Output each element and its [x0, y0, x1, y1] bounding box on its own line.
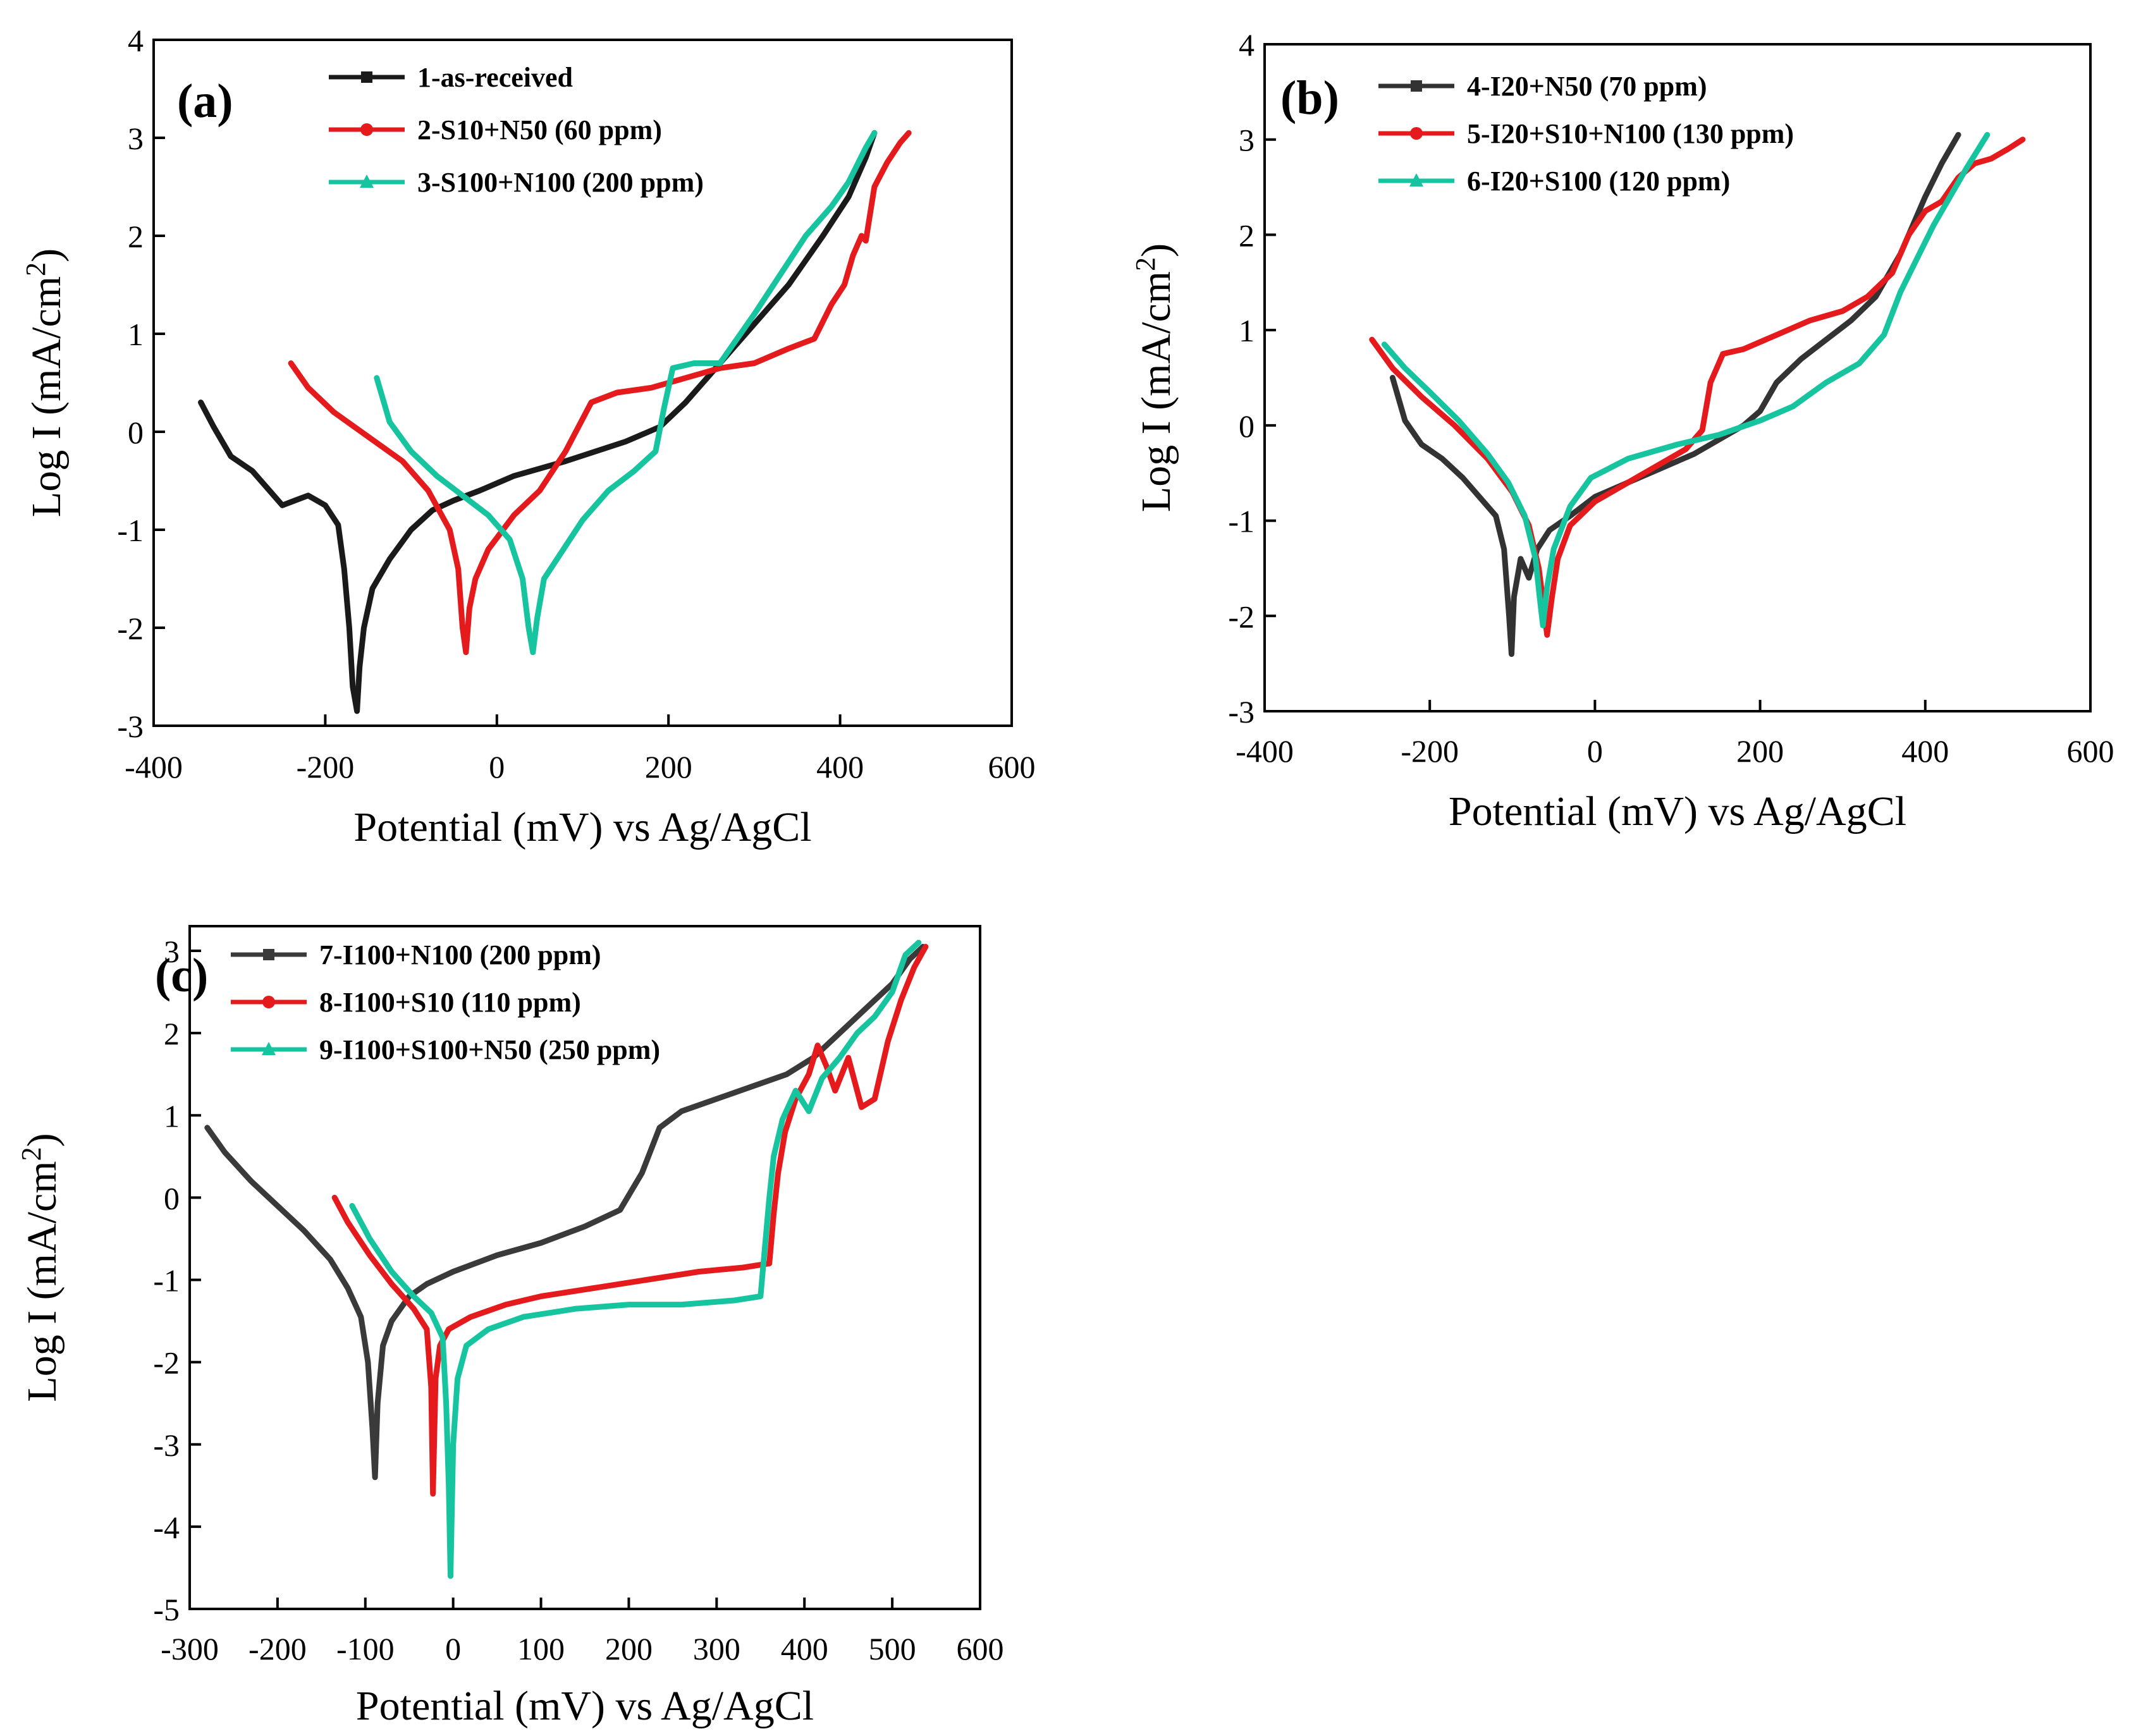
x-axis-title: Potential (mV) vs Ag/AgCl [353, 804, 811, 850]
series-line-1 [204, 944, 926, 1481]
x-tick-label: -300 [161, 1631, 219, 1666]
x-tick-label: 400 [1901, 733, 1949, 769]
y-tick-label: -2 [1228, 599, 1255, 634]
y-tick-label: -3 [153, 1427, 180, 1463]
legend-label: 7-I100+N100 (200 ppm) [319, 939, 601, 970]
panel-label: (b) [1280, 71, 1339, 125]
panel-label: (c) [155, 949, 208, 1002]
series-line-3 [349, 939, 922, 1579]
x-tick-label: -100 [336, 1631, 395, 1666]
legend-label: 6-I20+S100 (120 ppm) [1467, 166, 1730, 197]
legend-marker [360, 174, 374, 188]
y-tick-label: -3 [117, 709, 144, 744]
x-tick-label: -400 [1236, 733, 1294, 769]
x-tick-label: -400 [125, 749, 183, 785]
y-tick-label: -5 [153, 1592, 180, 1627]
legend-label: 9-I100+S100+N50 (250 ppm) [319, 1034, 660, 1065]
y-tick-label: 3 [164, 934, 180, 969]
series-line-3 [374, 130, 878, 656]
x-tick-label: -200 [248, 1631, 307, 1666]
x-tick-label: 500 [869, 1631, 916, 1666]
y-tick-label: 1 [128, 317, 144, 352]
legend-marker [360, 123, 373, 136]
y-axis-title: Log I (mA/cm2) [1130, 243, 1180, 512]
legend-marker [1410, 127, 1423, 140]
x-axis-title: Potential (mV) vs Ag/AgCl [356, 1683, 814, 1729]
series-line-1 [1389, 131, 1961, 657]
x-tick-label: 0 [1587, 733, 1603, 769]
x-tick-label: 600 [957, 1631, 1004, 1666]
x-tick-label: 100 [517, 1631, 565, 1666]
x-axis-title: Potential (mV) vs Ag/AgCl [1449, 788, 1906, 834]
y-tick-label: -2 [117, 611, 144, 646]
legend-label: 2-S10+N50 (60 ppm) [417, 114, 662, 145]
legend-marker [262, 996, 275, 1008]
legend-label: 8-I100+S10 (110 ppm) [319, 987, 581, 1018]
y-tick-label: 3 [1239, 123, 1255, 158]
y-tick-label: 1 [1239, 313, 1255, 348]
x-tick-label: -200 [1401, 733, 1459, 769]
x-tick-label: 400 [816, 749, 864, 785]
y-tick-label: 4 [1239, 27, 1255, 63]
x-tick-label: 600 [2067, 733, 2114, 769]
panel-c: -300 -200 -100 0 100 200 300 400 500 600 -5 -4 -3 -2 -… [16, 925, 1004, 1729]
legend-label: 4-I20+N50 (70 ppm) [1467, 71, 1707, 102]
y-tick-label: 3 [128, 121, 144, 156]
panel-a: -400 -200 0 200 400 600 -3 -2 -1 0 1 2 3 4 Potential (… [20, 23, 1036, 850]
legend-label: 1-as-received [417, 62, 573, 93]
y-tick-label: 1 [164, 1098, 180, 1134]
y-tick-label: -1 [1228, 504, 1255, 539]
x-tick-label: 0 [445, 1631, 461, 1666]
series-line-2 [1369, 137, 2026, 638]
series-line-2 [331, 944, 929, 1497]
y-tick-label: 2 [128, 219, 144, 254]
legend-label: 3-S100+N100 (200 ppm) [417, 167, 704, 198]
legend-marker [263, 949, 274, 960]
y-tick-label: 0 [128, 415, 144, 450]
y-axis-title: Log I (mA/cm2) [16, 1133, 66, 1402]
plot-frame [1263, 43, 2092, 712]
x-tick-label: 600 [988, 749, 1036, 785]
y-axis-title: Log I (mA/cm2) [20, 248, 70, 517]
y-tick-label: -1 [153, 1263, 180, 1299]
legend-marker [1409, 173, 1423, 186]
x-tick-label: 400 [781, 1631, 828, 1666]
series-line-2 [288, 130, 912, 656]
y-tick-label: 2 [164, 1016, 180, 1051]
legend-marker [361, 71, 372, 83]
x-tick-label: 200 [1736, 733, 1784, 769]
y-tick-label: -1 [117, 513, 144, 548]
y-tick-label: 0 [1239, 408, 1255, 444]
plot-frame [188, 925, 981, 1610]
legend-marker [1411, 80, 1422, 92]
x-tick-label: 200 [605, 1631, 653, 1666]
y-tick-label: 0 [164, 1180, 180, 1216]
legend-label: 5-I20+S10+N100 (130 ppm) [1467, 118, 1794, 149]
panel-b: -400 -200 0 200 400 600 -3 -2 -1 0 1 2 3 4 Potential (… [1130, 27, 2114, 834]
plot-frame [152, 39, 1013, 727]
x-tick-label: 0 [489, 749, 505, 785]
y-tick-label: -4 [153, 1510, 180, 1545]
y-tick-label: -3 [1228, 694, 1255, 730]
x-tick-label: 300 [693, 1631, 740, 1666]
x-tick-label: -200 [297, 749, 355, 785]
y-tick-label: 2 [1239, 217, 1255, 253]
legend-marker [262, 1042, 276, 1055]
series-line-3 [1381, 131, 1991, 628]
panel-label: (a) [177, 75, 233, 128]
x-tick-label: 200 [645, 749, 692, 785]
y-tick-label: -2 [153, 1345, 180, 1381]
y-tick-label: 4 [128, 23, 144, 58]
